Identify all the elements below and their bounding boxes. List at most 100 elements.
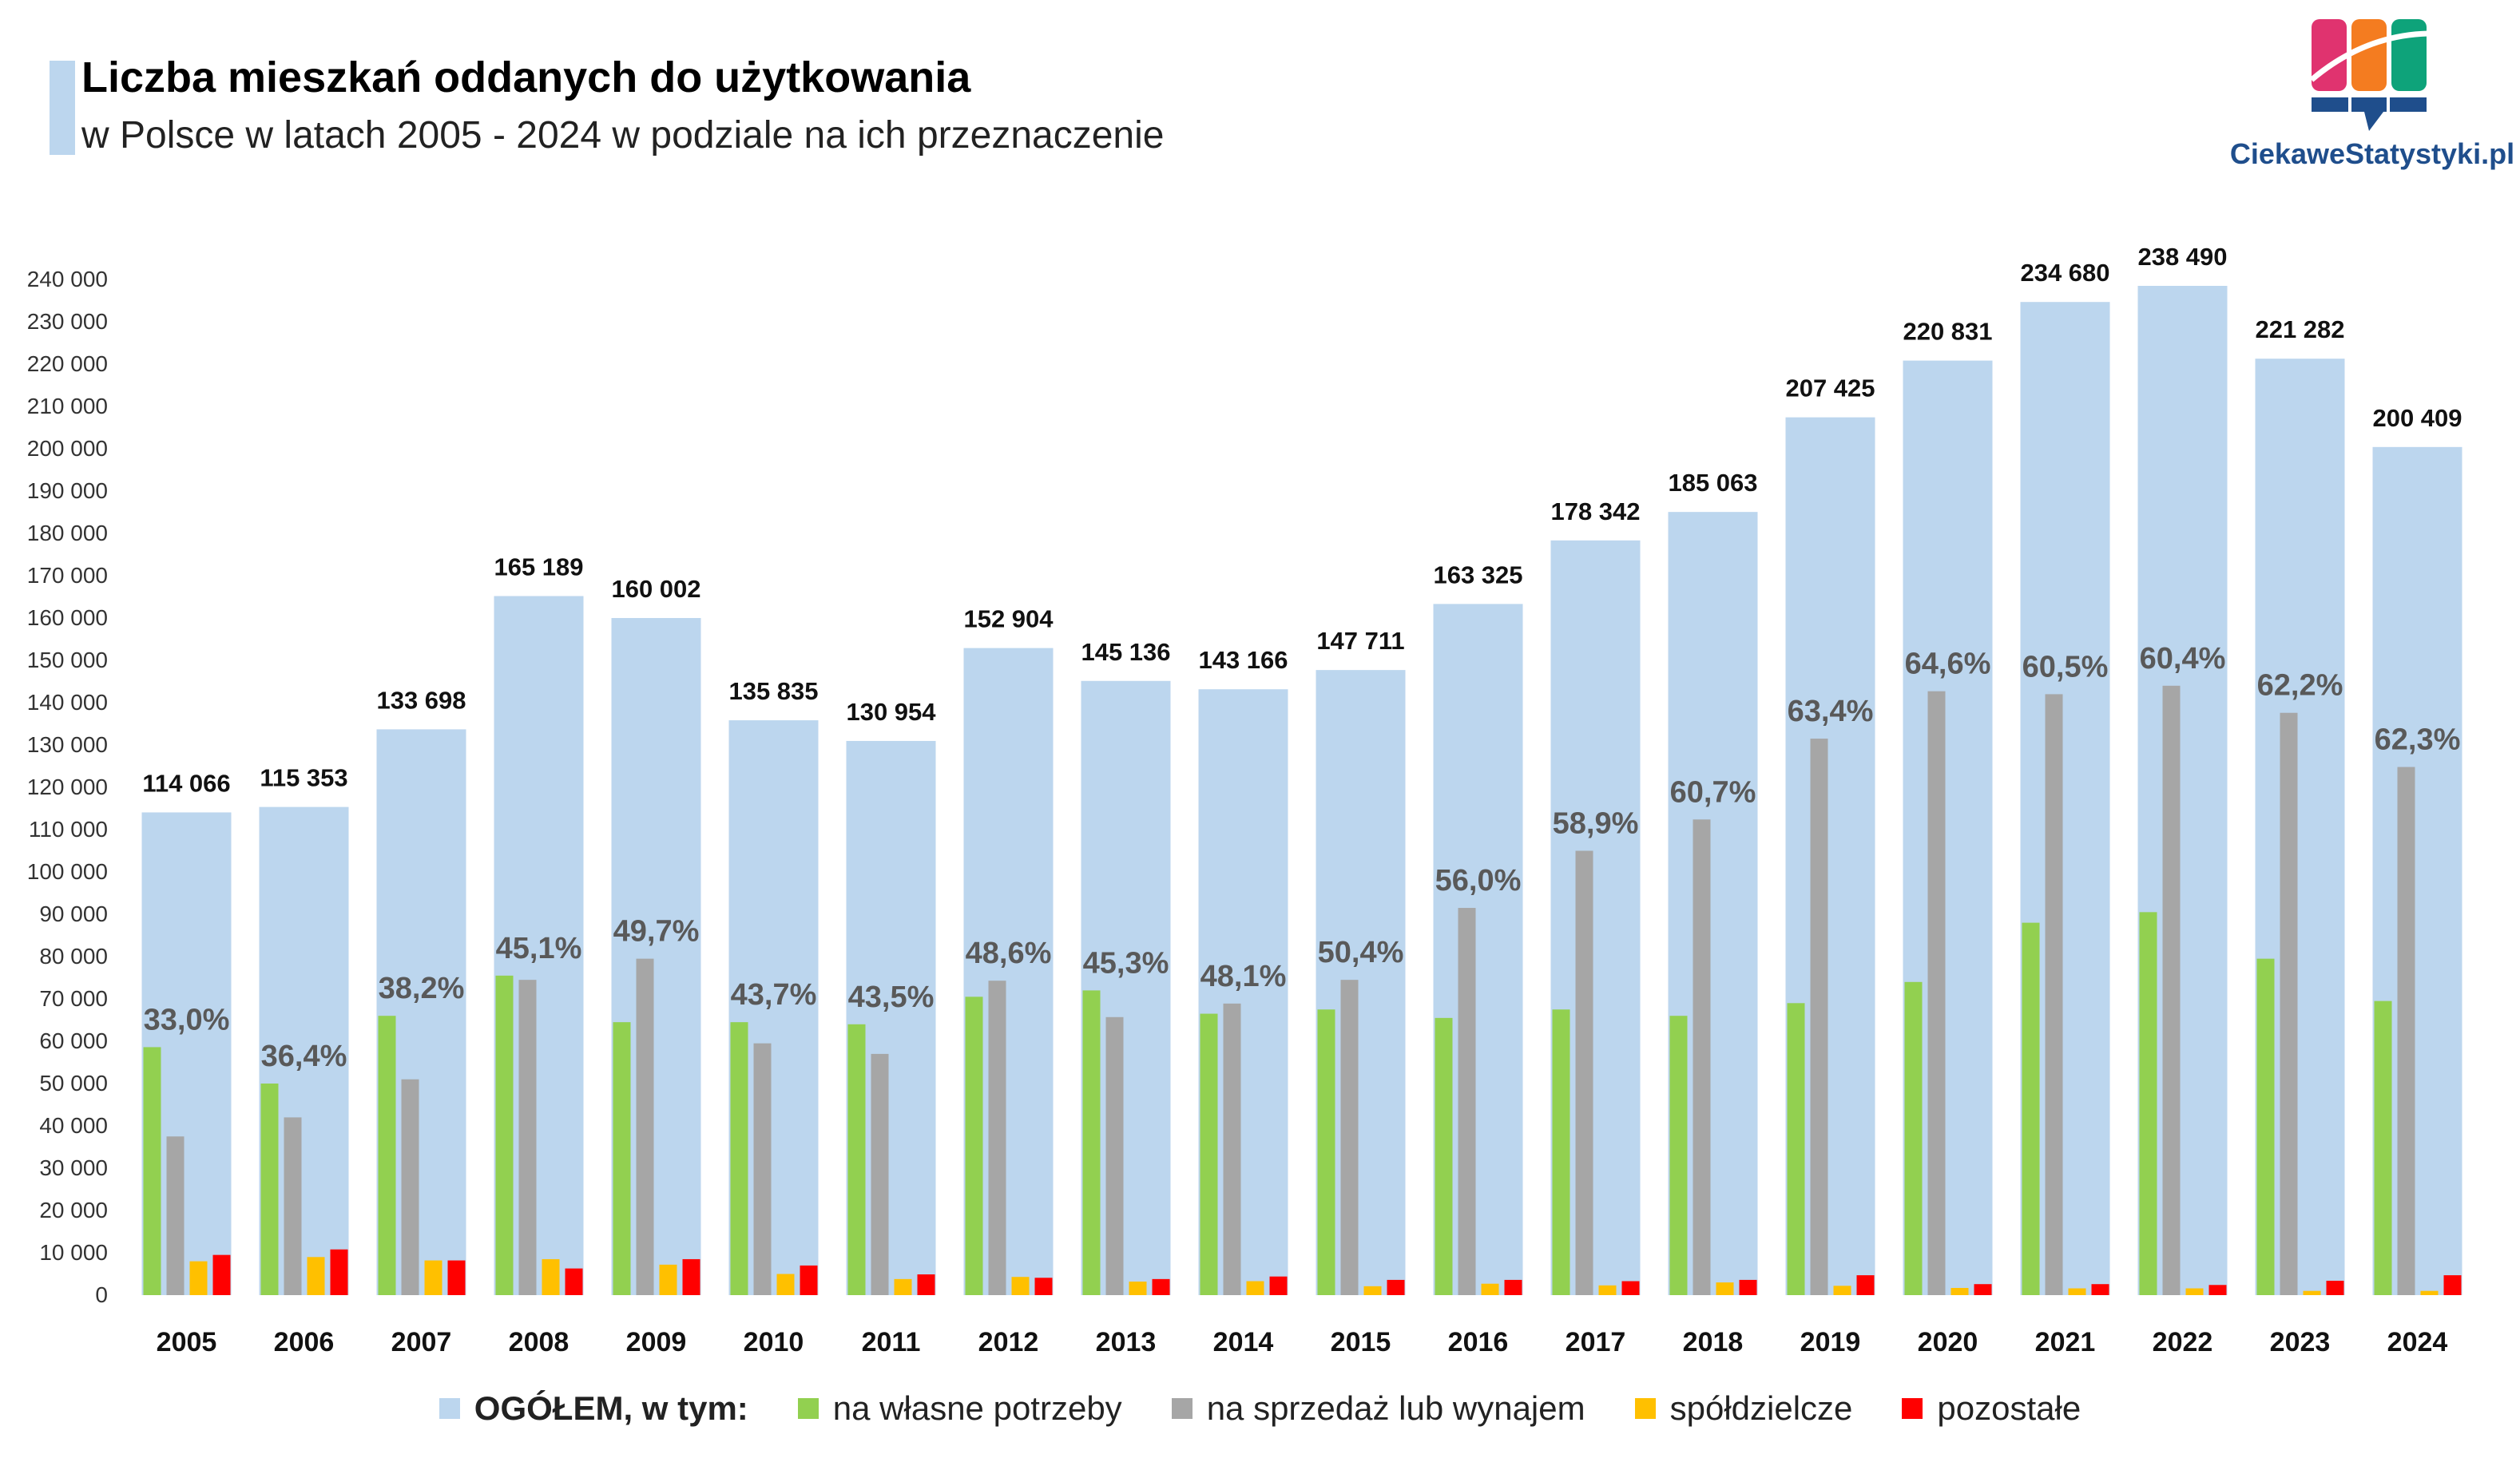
bar-coop	[1129, 1282, 1147, 1295]
total-value-label: 152 904	[963, 605, 1054, 633]
bar-coop	[2303, 1290, 2321, 1295]
bar-other	[682, 1258, 700, 1295]
bar-own	[2256, 958, 2275, 1295]
y-tick-label: 20 000	[39, 1198, 108, 1222]
bar-other	[1034, 1278, 1053, 1295]
share-percent-label: 49,7%	[613, 915, 700, 949]
total-value-label: 221 282	[2255, 315, 2344, 343]
total-value-label: 165 189	[494, 553, 583, 580]
bar-coop	[1598, 1285, 1617, 1295]
bar-own	[260, 1084, 279, 1295]
bar-own	[1669, 1016, 1688, 1295]
y-tick-label: 180 000	[27, 521, 108, 545]
bar-other	[1974, 1284, 1992, 1295]
bar-other	[1152, 1278, 1170, 1295]
share-percent-label: 64,6%	[1905, 648, 1991, 681]
bar-sale	[284, 1117, 302, 1295]
y-tick-label: 50 000	[39, 1071, 108, 1096]
bar-sale	[2045, 694, 2063, 1295]
legend-label-other: pozostałe	[1937, 1389, 2081, 1427]
total-value-label: 238 490	[2137, 243, 2227, 271]
bar-own	[730, 1022, 748, 1295]
logo-trend-line	[2309, 30, 2429, 82]
bar-sale	[2162, 685, 2181, 1295]
y-tick-label: 160 000	[27, 605, 108, 630]
x-tick-label: 2017	[1566, 1327, 1626, 1357]
total-value-label: 135 835	[728, 677, 818, 705]
share-percent-label: 43,5%	[848, 981, 935, 1014]
total-value-label: 147 711	[1316, 627, 1404, 655]
legend-swatch-total	[439, 1398, 460, 1419]
bar-coop	[1011, 1277, 1030, 1295]
bar-own	[1552, 1009, 1570, 1295]
bar-own	[1200, 1013, 1218, 1295]
legend-item-own: na własne potrzeby	[797, 1389, 1122, 1428]
bar-sale	[1105, 1016, 1124, 1295]
y-tick-label: 100 000	[27, 859, 108, 884]
total-value-label: 130 954	[846, 698, 936, 726]
legend-swatch-own	[797, 1398, 819, 1419]
bar-other	[2326, 1280, 2344, 1295]
chart-subtitle: w Polsce w latach 2005 - 2024 w podziale…	[81, 114, 1165, 157]
bar-own	[1787, 1003, 1805, 1295]
x-tick-label: 2021	[2035, 1327, 2096, 1357]
x-tick-label: 2020	[1918, 1327, 1978, 1357]
total-value-label: 143 166	[1198, 646, 1288, 674]
y-tick-label: 40 000	[39, 1113, 108, 1138]
bar-coop	[2420, 1290, 2439, 1295]
y-tick-label: 210 000	[27, 394, 108, 418]
bar-other	[565, 1268, 583, 1295]
x-tick-label: 2008	[509, 1327, 569, 1357]
x-tick-label: 2023	[2270, 1327, 2331, 1357]
title-accent-bar	[50, 61, 75, 155]
x-tick-label: 2006	[274, 1327, 335, 1357]
share-percent-label: 50,4%	[1318, 936, 1404, 969]
bar-sale	[871, 1053, 889, 1295]
bar-own	[847, 1024, 866, 1295]
y-tick-label: 110 000	[29, 817, 108, 842]
legend-label-sale: na sprzedaż lub wynajem	[1206, 1389, 1585, 1427]
bar-coop	[1951, 1287, 1969, 1295]
bar-other	[1504, 1279, 1522, 1295]
total-value-label: 207 425	[1785, 374, 1875, 402]
bar-coop	[189, 1261, 208, 1295]
x-tick-label: 2011	[862, 1327, 921, 1357]
chart-title: Liczba mieszkań oddanych do użytkowania	[81, 53, 971, 101]
legend-swatch-coop	[1634, 1398, 1656, 1419]
share-percent-label: 45,1%	[496, 932, 582, 965]
x-tick-label: 2019	[1800, 1327, 1861, 1357]
x-tick-label: 2022	[2153, 1327, 2213, 1357]
logo-base	[2312, 97, 2427, 131]
bar-coop	[542, 1258, 560, 1295]
x-tick-label: 2010	[744, 1327, 804, 1357]
bar-own	[2374, 1000, 2392, 1295]
legend-item-coop: spółdzielcze	[1634, 1389, 1853, 1428]
total-value-label: 133 698	[376, 686, 466, 714]
logo-icon	[2309, 19, 2429, 131]
x-tick-label: 2005	[157, 1327, 217, 1357]
y-tick-label: 200 000	[27, 436, 108, 461]
bar-other	[1856, 1275, 1875, 1295]
x-tick-label: 2014	[1213, 1327, 1274, 1357]
y-tick-label: 130 000	[27, 732, 108, 757]
y-tick-label: 0	[95, 1282, 108, 1307]
bar-sale	[518, 980, 537, 1295]
bar-sale	[401, 1079, 419, 1295]
share-percent-label: 62,3%	[2375, 723, 2461, 757]
bar-sale	[1340, 980, 1359, 1295]
bar-coop	[659, 1264, 677, 1295]
y-tick-label: 170 000	[27, 563, 108, 588]
bar-own	[613, 1022, 631, 1295]
y-tick-label: 80 000	[39, 944, 108, 969]
legend-label-coop: spółdzielcze	[1669, 1389, 1853, 1427]
bar-own	[1904, 981, 1923, 1295]
bar-other	[447, 1260, 466, 1295]
bar-sale	[1927, 691, 1946, 1295]
x-tick-label: 2013	[1096, 1327, 1157, 1357]
bar-sale	[636, 958, 654, 1295]
share-percent-label: 33,0%	[144, 1003, 230, 1036]
x-tick-label: 2015	[1331, 1327, 1391, 1357]
bar-coop	[1833, 1286, 1851, 1295]
legend-item-other: pozostałe	[1902, 1389, 2081, 1428]
bar-sale	[988, 981, 1006, 1295]
